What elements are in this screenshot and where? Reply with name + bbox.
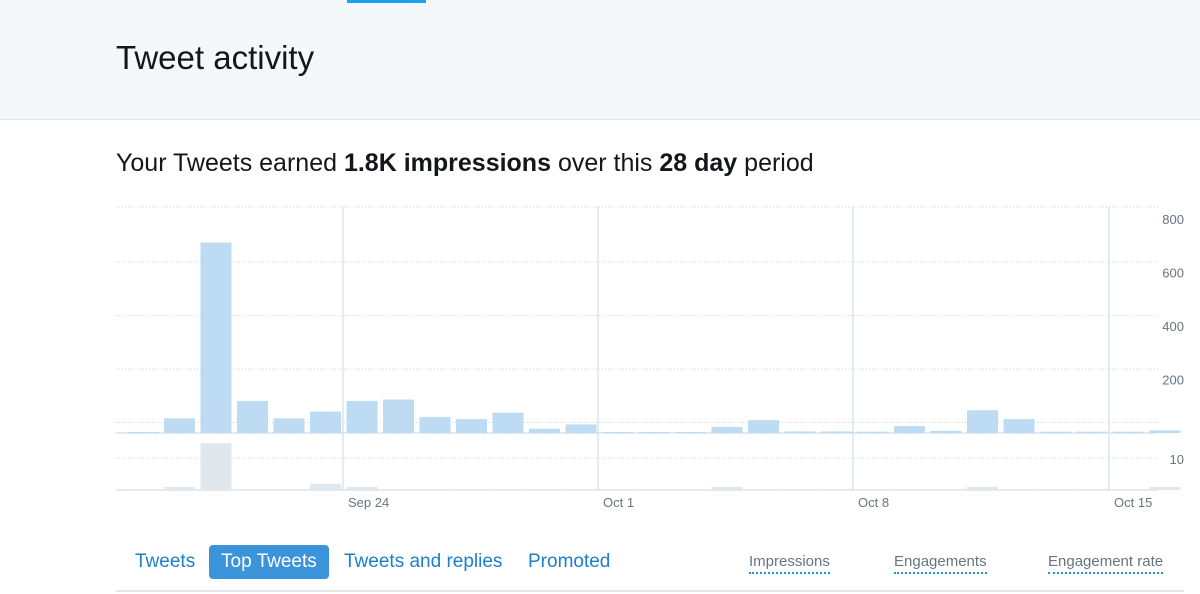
impressions-bar	[1149, 430, 1181, 433]
impressions-bar	[164, 418, 195, 433]
impressions-bar	[748, 420, 779, 433]
metric-engagements[interactable]: Engagements	[894, 553, 987, 574]
impressions-bar	[602, 432, 633, 433]
engagements-bar	[857, 489, 889, 490]
tab-tweets-and-replies[interactable]: Tweets and replies	[344, 551, 503, 572]
engagements-bar	[1149, 486, 1181, 490]
x-tick-label: Oct 15	[1114, 495, 1152, 510]
impressions-y-tick-label: 800	[1162, 212, 1184, 227]
page-title: Tweet activity	[116, 39, 315, 76]
impressions-bar	[1003, 419, 1035, 433]
impressions-bar	[237, 400, 268, 433]
engagements-bar	[419, 489, 451, 490]
engagements-bar	[675, 489, 706, 490]
engagements-bar	[237, 489, 268, 490]
impressions-bar	[456, 419, 487, 433]
engagements-bar	[748, 489, 779, 490]
engagements-bar	[638, 489, 670, 490]
engagements-bar	[821, 489, 852, 490]
impressions-bar	[310, 411, 341, 433]
activity-chart: 200 400 600 800 10 Sep 24 Oct 1 Oct 8 Oct 15	[116, 206, 1184, 510]
impressions-bar	[967, 410, 998, 433]
tab-tweets[interactable]: Tweets	[135, 551, 196, 572]
engagements-bar	[1076, 489, 1108, 490]
engagements-bar	[565, 489, 597, 490]
impressions-bar	[894, 426, 925, 433]
summary-impressions: 1.8K impressions	[343, 149, 551, 177]
engagements-bar	[602, 489, 633, 490]
impressions-bar	[1040, 431, 1071, 433]
impressions-bar	[821, 431, 852, 433]
engagements-bar	[492, 489, 524, 490]
impressions-summary: Your Tweets earned 1.8K impressions over…	[116, 146, 814, 180]
impressions-bar	[784, 431, 816, 433]
engagements-bar	[894, 489, 925, 490]
impressions-bar	[1076, 431, 1108, 433]
engagements-bar	[529, 489, 560, 490]
metric-engagement-rate[interactable]: Engagement rate	[1048, 553, 1164, 574]
engagements-bar	[383, 489, 414, 490]
impressions-bar	[127, 431, 159, 433]
engagements-bar	[310, 483, 341, 490]
engagements-bar	[346, 486, 378, 490]
engagements-bar	[456, 489, 487, 490]
impressions-bar	[1113, 431, 1144, 433]
summary-middle: over this	[557, 149, 653, 177]
impressions-bar	[200, 242, 232, 433]
tab-top-tweets[interactable]: Top Tweets	[209, 545, 329, 579]
engagements-bar	[967, 486, 998, 490]
summary-prefix: Your Tweets earned	[116, 149, 337, 177]
engagements-bar	[127, 489, 159, 490]
header-band	[0, 0, 1200, 120]
engagements-bar	[1003, 489, 1035, 490]
summary-suffix: period	[744, 149, 814, 177]
impressions-y-tick-label: 400	[1162, 319, 1184, 334]
impressions-y-tick-label: 600	[1162, 266, 1184, 281]
engagements-bar	[1113, 489, 1144, 490]
engagements-bar	[1040, 489, 1071, 490]
impressions-bar	[930, 430, 962, 433]
bottom-divider	[116, 590, 1184, 592]
x-tick-label: Oct 1	[603, 495, 634, 510]
metric-impressions[interactable]: Impressions	[749, 553, 830, 574]
summary-period: 28 day	[659, 149, 738, 177]
impressions-bar	[346, 400, 378, 433]
engagements-y-tick-label: 10	[1170, 452, 1184, 467]
impressions-bar	[675, 432, 706, 433]
engagements-bar	[200, 443, 232, 490]
engagements-bar	[711, 486, 743, 490]
impressions-bar	[638, 432, 670, 433]
nav-active-indicator	[347, 0, 426, 3]
impressions-bar	[565, 424, 597, 433]
engagements-bar	[273, 489, 305, 490]
x-tick-label: Sep 24	[348, 495, 389, 510]
engagements-bar	[930, 489, 962, 490]
impressions-y-tick-label: 200	[1162, 373, 1184, 388]
impressions-bar	[857, 431, 889, 433]
engagements-bar	[164, 486, 195, 490]
impressions-bar	[529, 428, 560, 433]
engagements-bar	[784, 489, 816, 490]
impressions-bar	[711, 426, 743, 433]
x-tick-label: Oct 8	[858, 495, 889, 510]
impressions-bar	[383, 399, 414, 433]
tab-promoted[interactable]: Promoted	[528, 551, 611, 572]
impressions-bar	[273, 418, 305, 433]
impressions-bar	[419, 416, 451, 433]
impressions-bar	[492, 412, 524, 433]
